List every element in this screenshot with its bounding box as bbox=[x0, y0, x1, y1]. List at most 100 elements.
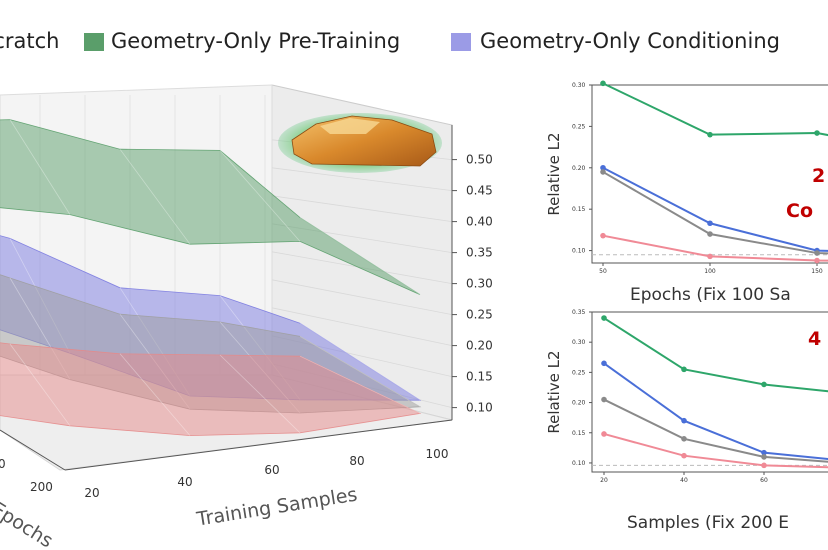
line-chart-samples: 0.35 0.30 0.25 0.20 0.15 0.10 20 40 60 Relative L… bbox=[545, 309, 828, 533]
legend-label: Geometry-Only Conditioning bbox=[480, 29, 780, 53]
x-tick-label: 20 bbox=[84, 486, 99, 500]
data-point bbox=[601, 396, 607, 403]
data-point bbox=[707, 220, 713, 227]
x-tick-label: 100 bbox=[704, 268, 716, 275]
x-tick-label: 60 bbox=[760, 477, 768, 484]
data-point bbox=[601, 315, 607, 321]
y-tick-label: 0.30 bbox=[572, 339, 586, 346]
y-axis-label: Relative L2 bbox=[545, 350, 563, 433]
data-point bbox=[707, 253, 713, 260]
surface-mesh-line bbox=[119, 148, 191, 245]
series-line bbox=[602, 166, 828, 252]
annotation-text: Co bbox=[786, 200, 813, 222]
data-point bbox=[600, 232, 606, 239]
surface-mesh-line bbox=[299, 217, 421, 295]
x-axis-label: Epochs (Fix 100 Sa bbox=[630, 285, 791, 305]
annotation-text: 2 bbox=[812, 165, 825, 187]
line-chart-epochs: 0.30 0.25 0.20 0.15 0.10 50 100 150 Relative L2 E… bbox=[545, 80, 828, 305]
y-tick-label: 0.20 bbox=[572, 165, 586, 172]
surface-mesh-line bbox=[219, 354, 301, 434]
data-point bbox=[761, 449, 767, 456]
y-tick-label: 0.15 bbox=[572, 206, 586, 213]
surface-mesh-line bbox=[299, 336, 421, 408]
surface-mesh-line bbox=[299, 355, 421, 414]
data-point bbox=[600, 164, 606, 171]
data-point bbox=[814, 130, 820, 136]
z-tick-label: 0.15 bbox=[466, 370, 493, 384]
z-tick-label: 0.30 bbox=[466, 277, 493, 291]
x-tick-label: 40 bbox=[680, 477, 688, 484]
data-point bbox=[761, 454, 767, 460]
x-tick-label: 80 bbox=[349, 454, 364, 468]
surface-mesh-line bbox=[219, 150, 301, 242]
x-tick-label: 100 bbox=[426, 447, 449, 461]
grid-line bbox=[271, 195, 453, 222]
z-tick-label: 0.45 bbox=[466, 184, 493, 198]
x-tick-label: 150 bbox=[811, 268, 823, 275]
y-tick-label: 0.25 bbox=[572, 369, 586, 376]
car-window-shape bbox=[320, 118, 380, 134]
legend: Scratch Geometry-Only Pre-Training Geometr… bbox=[0, 0, 828, 84]
data-point bbox=[600, 80, 606, 87]
surfaces-layer bbox=[0, 119, 422, 437]
x-axis-line bbox=[64, 419, 453, 471]
grid-line bbox=[271, 279, 453, 315]
surface-mesh-line bbox=[9, 119, 71, 215]
z-tick-label: 0.20 bbox=[466, 339, 493, 353]
y-tick-label: 0.35 bbox=[572, 309, 586, 316]
surface-mesh-line bbox=[119, 353, 191, 436]
data-point bbox=[600, 169, 606, 175]
y-axis-label: Relative L2 bbox=[545, 132, 563, 215]
y-axis-line bbox=[0, 429, 66, 471]
x-tick-label: 40 bbox=[177, 475, 192, 489]
z-tick-label: 0.35 bbox=[466, 246, 493, 260]
z-tick-label: 0.50 bbox=[466, 153, 493, 167]
y-tick-label: 0.10 bbox=[572, 248, 586, 255]
y-tick-label: 0.20 bbox=[572, 400, 586, 407]
car-geometry-thumbnail bbox=[278, 113, 442, 173]
legend-swatch bbox=[451, 33, 471, 51]
legend-swatch bbox=[84, 33, 104, 51]
data-point bbox=[681, 435, 687, 442]
data-point bbox=[707, 231, 713, 237]
annotation-text: 4 bbox=[808, 328, 821, 350]
series-line bbox=[602, 171, 828, 255]
data-point bbox=[761, 462, 767, 469]
series-line bbox=[602, 82, 828, 137]
x-tick-label: 20 bbox=[600, 477, 608, 484]
x-tick-label: 60 bbox=[264, 463, 279, 477]
y-tick-label: 0.25 bbox=[572, 123, 586, 130]
legend-label: Scratch bbox=[0, 29, 60, 53]
y-tick-label: 0.15 bbox=[572, 430, 586, 437]
grid-line bbox=[271, 167, 453, 191]
data-point bbox=[707, 131, 713, 138]
data-point bbox=[681, 452, 687, 459]
y-tick-label: 0.30 bbox=[572, 82, 586, 89]
x-tick-label: 50 bbox=[599, 268, 607, 275]
data-point bbox=[814, 257, 820, 264]
data-point bbox=[681, 417, 687, 424]
surface-area bbox=[0, 119, 421, 295]
z-tick-label: 0.25 bbox=[466, 308, 493, 322]
x-axis-label: Training Samples bbox=[194, 484, 359, 531]
y-axis-label: Epochs bbox=[0, 498, 57, 550]
data-point bbox=[761, 381, 767, 388]
data-point bbox=[681, 366, 687, 373]
surface-mesh-line bbox=[9, 343, 71, 427]
y-tick-label: 0.10 bbox=[572, 460, 586, 467]
surface-mesh-line bbox=[299, 322, 421, 401]
plot-frame bbox=[591, 311, 828, 473]
x-axis-label: Samples (Fix 200 E bbox=[627, 513, 789, 533]
z-tick-label: 0.10 bbox=[466, 401, 493, 415]
data-point bbox=[814, 250, 820, 256]
y-tick-label: 200 bbox=[30, 480, 53, 494]
data-point bbox=[601, 431, 607, 437]
z-tick-label: 0.40 bbox=[466, 215, 493, 229]
surface-area bbox=[0, 342, 422, 437]
data-point bbox=[601, 360, 607, 367]
legend-label: Geometry-Only Pre-Training bbox=[111, 29, 401, 53]
y-tick-label: 0 bbox=[0, 457, 6, 471]
grid-line bbox=[271, 307, 453, 346]
series-line bbox=[602, 234, 828, 262]
